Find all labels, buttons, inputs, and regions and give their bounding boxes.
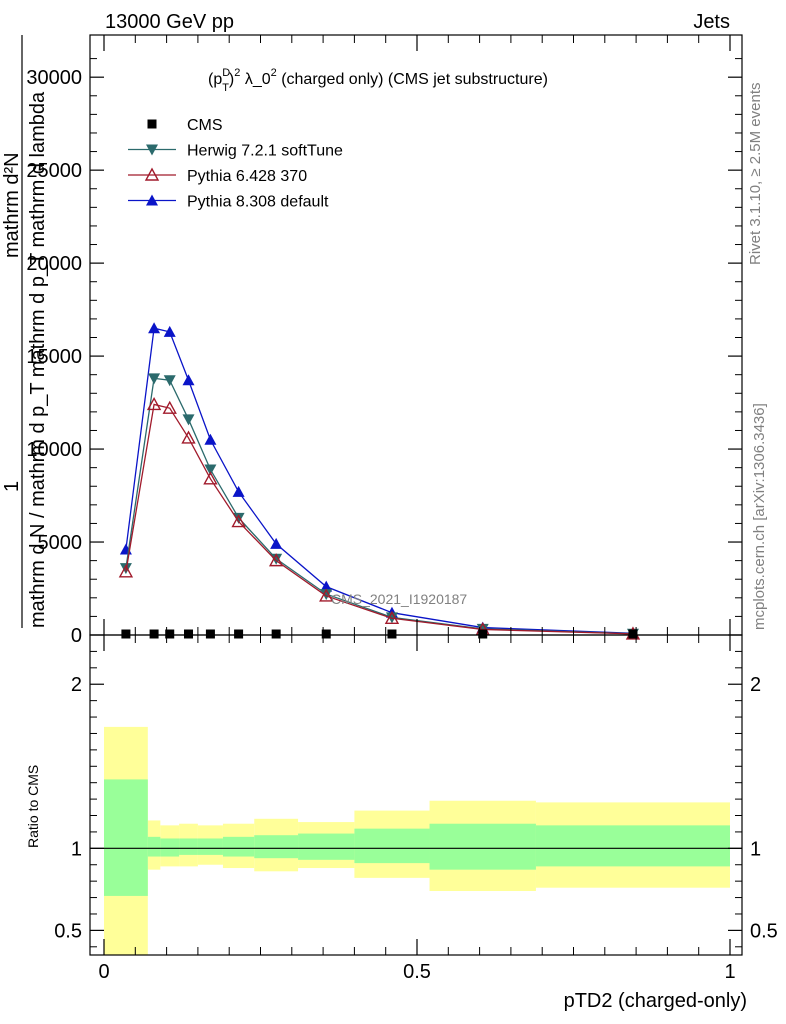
- data-point-6: [270, 553, 283, 565]
- data-point-6: [270, 537, 283, 549]
- y-tick-label: 30000: [26, 67, 82, 89]
- data-point-7: [320, 589, 333, 601]
- ratio-plot-frame: [89, 634, 743, 956]
- main-y-ticks: 0 5000 10000 15000 20000 25000 30000: [26, 58, 742, 647]
- band-inner-bin-2: [160, 838, 180, 857]
- y-tick-label: 10000: [26, 439, 82, 461]
- band-inner-bin-6: [254, 835, 299, 859]
- data-point-0: [121, 629, 131, 639]
- data-point-1: [148, 322, 161, 334]
- y-label-one: 1: [1, 481, 23, 492]
- y-label-denominator: mathrm d N / mathrm d p_T mathrm d p_T m…: [27, 91, 49, 628]
- legend-marker: [146, 144, 158, 156]
- band-inner-bin-4: [197, 838, 223, 855]
- x-axis-label: pTD2 (charged-only): [564, 990, 747, 1012]
- header-left: 13000 GeV pp: [105, 11, 234, 33]
- legend-label: Pythia 6.428 370: [187, 168, 307, 185]
- ratio-y-tick-label: 1: [71, 838, 82, 860]
- series-line: [125, 327, 633, 634]
- data-point-4: [203, 471, 218, 485]
- main-series: [118, 322, 641, 640]
- series-line: [125, 403, 633, 635]
- plot-title: (pD T)2 λ_02 (charged only) (CMS jet subs…: [208, 67, 548, 94]
- data-point-3: [181, 430, 196, 444]
- y-tick-label: 0: [71, 625, 82, 647]
- band-inner-bin-3: [179, 838, 198, 855]
- data-point-5: [232, 485, 245, 497]
- band-inner-bin-8: [354, 828, 430, 864]
- legend-marker: [144, 167, 160, 181]
- data-point-1: [149, 629, 159, 639]
- data-point-6: [268, 553, 284, 567]
- ratio-y-tick-label-right: 2: [750, 674, 761, 696]
- main-y-axis-label: 1 mathrm d²N mathrm d N / mathrm d p_T m…: [1, 35, 49, 628]
- data-point-4: [204, 464, 217, 476]
- data-point-7: [321, 629, 331, 639]
- x-tick-label: 0.5: [403, 961, 431, 983]
- x-tick-label: 0: [98, 961, 109, 983]
- legend-entry-2: Pythia 6.428 370: [128, 167, 307, 185]
- y-tick-label: 20000: [26, 253, 82, 275]
- legend-entry-1: Herwig 7.2.1 softTune: [128, 143, 343, 160]
- data-point-2: [165, 629, 175, 639]
- mcplots-label: mcplots.cern.ch [arXiv:1306.3436]: [751, 403, 768, 630]
- data-point-2: [162, 400, 177, 414]
- data-point-5: [234, 629, 244, 639]
- band-inner-bin-0: [104, 779, 148, 896]
- data-point-10: [628, 629, 638, 639]
- header-right: Jets: [693, 11, 730, 33]
- y-tick-label: 5000: [38, 532, 83, 554]
- data-point-7: [319, 588, 334, 602]
- data-point-4: [204, 433, 217, 445]
- legend-entry-0: CMS: [147, 117, 223, 134]
- watermark: CMS_2021_I1920187: [331, 591, 467, 607]
- data-point-5: [232, 512, 245, 524]
- data-point-2: [163, 375, 176, 387]
- band-inner-bin-5: [222, 836, 255, 857]
- x-ticks: 0 0.5 1: [98, 35, 736, 983]
- data-point-3: [184, 629, 194, 639]
- legend-entry-3: Pythia 8.308 default: [128, 194, 329, 211]
- data-point-6: [271, 629, 281, 639]
- data-point-3: [182, 374, 195, 386]
- legend-label: CMS: [187, 117, 223, 134]
- rivet-label: Rivet 3.1.10, ≥ 2.5M events: [747, 83, 764, 266]
- series-cms: [121, 629, 638, 639]
- data-point-7: [320, 580, 333, 592]
- ratio-y-tick-label: 0.5: [54, 920, 82, 942]
- band-inner-bin-9: [429, 823, 536, 870]
- ratio-y-ticks: 0.5 0.5 1 1 2 2: [54, 650, 778, 948]
- legend-marker: [147, 119, 157, 129]
- data-point-0: [118, 564, 134, 578]
- x-tick-label: 1: [724, 961, 735, 983]
- data-point-9: [478, 629, 488, 639]
- ratio-y-axis-label: Ratio to CMS: [25, 765, 41, 848]
- data-point-3: [182, 414, 195, 426]
- data-point-4: [205, 629, 215, 639]
- band-inner-bin-10: [535, 825, 730, 867]
- data-point-1: [146, 396, 162, 411]
- band-inner-bin-7: [298, 833, 355, 860]
- ratio-y-tick-label-right: 0.5: [750, 920, 778, 942]
- data-point-1: [148, 373, 161, 385]
- legend-label: Pythia 8.308 default: [187, 194, 329, 211]
- data-point-8: [387, 629, 397, 639]
- data-point-5: [231, 514, 246, 528]
- legend-marker: [146, 194, 158, 206]
- data-point-8: [384, 610, 400, 624]
- y-tick-label: 25000: [26, 160, 82, 182]
- y-label-numerator: mathrm d²N: [1, 152, 23, 258]
- data-point-2: [163, 325, 176, 337]
- legend: CMS Herwig 7.2.1 softTune Pythia 6.428 370…: [128, 117, 343, 211]
- band-inner-bin-1: [147, 836, 161, 857]
- ratio-y-tick-label-right: 1: [750, 838, 761, 860]
- y-tick-label: 15000: [26, 346, 82, 368]
- ratio-bands: [104, 726, 730, 955]
- legend-label: Herwig 7.2.1 softTune: [187, 143, 343, 160]
- ratio-y-tick-label: 2: [71, 674, 82, 696]
